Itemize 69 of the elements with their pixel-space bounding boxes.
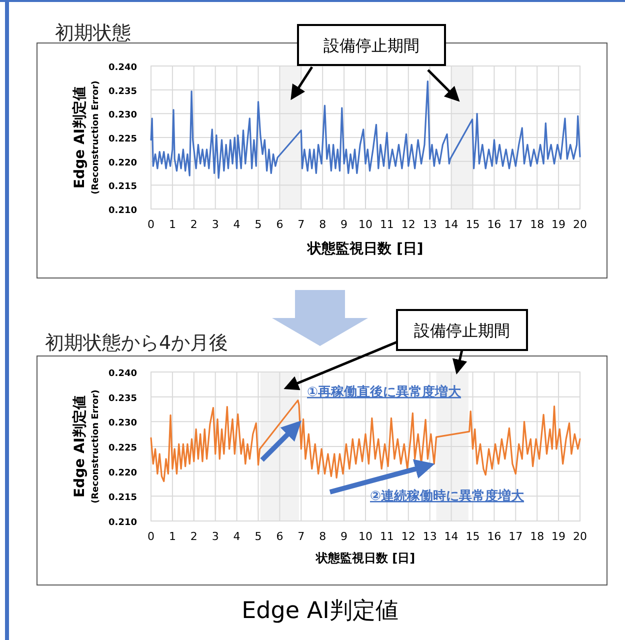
line-series [150,80,581,179]
y-tick-label: 0.225 [108,444,137,454]
x-tick-label: 19 [552,218,566,231]
x-tick-label: 13 [422,218,437,231]
annotation: ①再稼働直後に異常度増大 [307,384,462,400]
x-tick-label: 9 [340,530,348,543]
text: 設備停止期間 [324,36,420,55]
x-tick-label: 0 [148,218,154,231]
x-tick-label: 18 [530,530,544,543]
x-tick-label: 17 [508,530,523,543]
x-tick-label: 14 [444,218,458,231]
y-tick-label: 0.225 [108,134,137,144]
text: 設備停止期間 [414,321,510,340]
x-tick-label: 19 [552,530,566,543]
x-axis-title: 状態監視日数 [日] [306,240,424,257]
y-axis-title: Edge AI判定値 (Reconstruction Error) [71,390,101,504]
y-tick-label: 0.220 [108,158,137,168]
annotation: ②連続稼働時に異常度増大 [370,488,526,504]
x-tick-label: 2 [190,530,198,543]
x-tick-label: 6 [276,218,284,231]
y-tick-label: 0.230 [108,110,137,121]
x-tick-label: 10 [358,218,372,231]
y-tick-label: 0.210 [108,206,137,216]
x-tick-label: 13 [422,530,437,543]
x-tick-label: 10 [358,530,372,543]
text: Edge AI判定値 [242,598,398,624]
y-tick-label: 0.215 [108,493,137,504]
x-tick-label: 5 [254,218,262,231]
x-tick-label: 11 [380,218,394,231]
line-series [150,400,581,482]
x-tick-label: 2 [190,218,198,231]
x-tick-label: 4 [233,530,240,543]
x-tick-label: 16 [487,530,502,543]
x-tick-label: 5 [254,530,262,543]
x-tick-label: 3 [212,218,219,231]
chart-title: 初期状態 [55,22,131,44]
x-tick-label: 0 [148,530,154,543]
y-axis-title: Edge AI判定値 (Reconstruction Error) [71,80,101,194]
x-tick-label: 8 [319,218,326,231]
chart-title: 初期状態から4か月後 [45,332,228,354]
y-tick-label: 0.215 [108,182,137,192]
x-tick-label: 9 [340,218,348,231]
x-tick-label: 16 [487,218,502,231]
x-tick-label: 17 [508,218,523,231]
y-tick-label: 0.240 [108,63,137,73]
y-tick-label: 0.235 [108,394,137,404]
y-tick-label: 0.210 [108,518,137,528]
x-tick-label: 15 [466,218,480,231]
x-tick-label: 3 [212,530,219,543]
x-tick-label: 12 [401,530,416,543]
x-tick-label: 11 [380,530,394,543]
x-tick-label: 8 [319,530,326,543]
y-tick-label: 0.235 [108,86,137,97]
y-tick-label: 0.220 [108,468,137,478]
x-tick-label: 1 [168,218,176,231]
x-tick-label: 18 [530,218,544,231]
x-tick-label: 7 [298,530,305,543]
x-tick-label: 1 [168,530,176,543]
x-tick-label: 4 [233,218,240,231]
x-tick-label: 15 [466,530,480,543]
y-tick-label: 0.240 [108,369,137,379]
x-tick-label: 20 [573,218,587,231]
x-tick-label: 20 [573,530,587,543]
y-tick-label: 0.230 [108,418,137,429]
x-axis-title: 状態監視日数 [日] [314,551,416,565]
x-tick-label: 6 [276,530,284,543]
x-tick-label: 14 [444,530,458,543]
x-tick-label: 12 [401,218,416,231]
x-tick-label: 7 [298,218,305,231]
